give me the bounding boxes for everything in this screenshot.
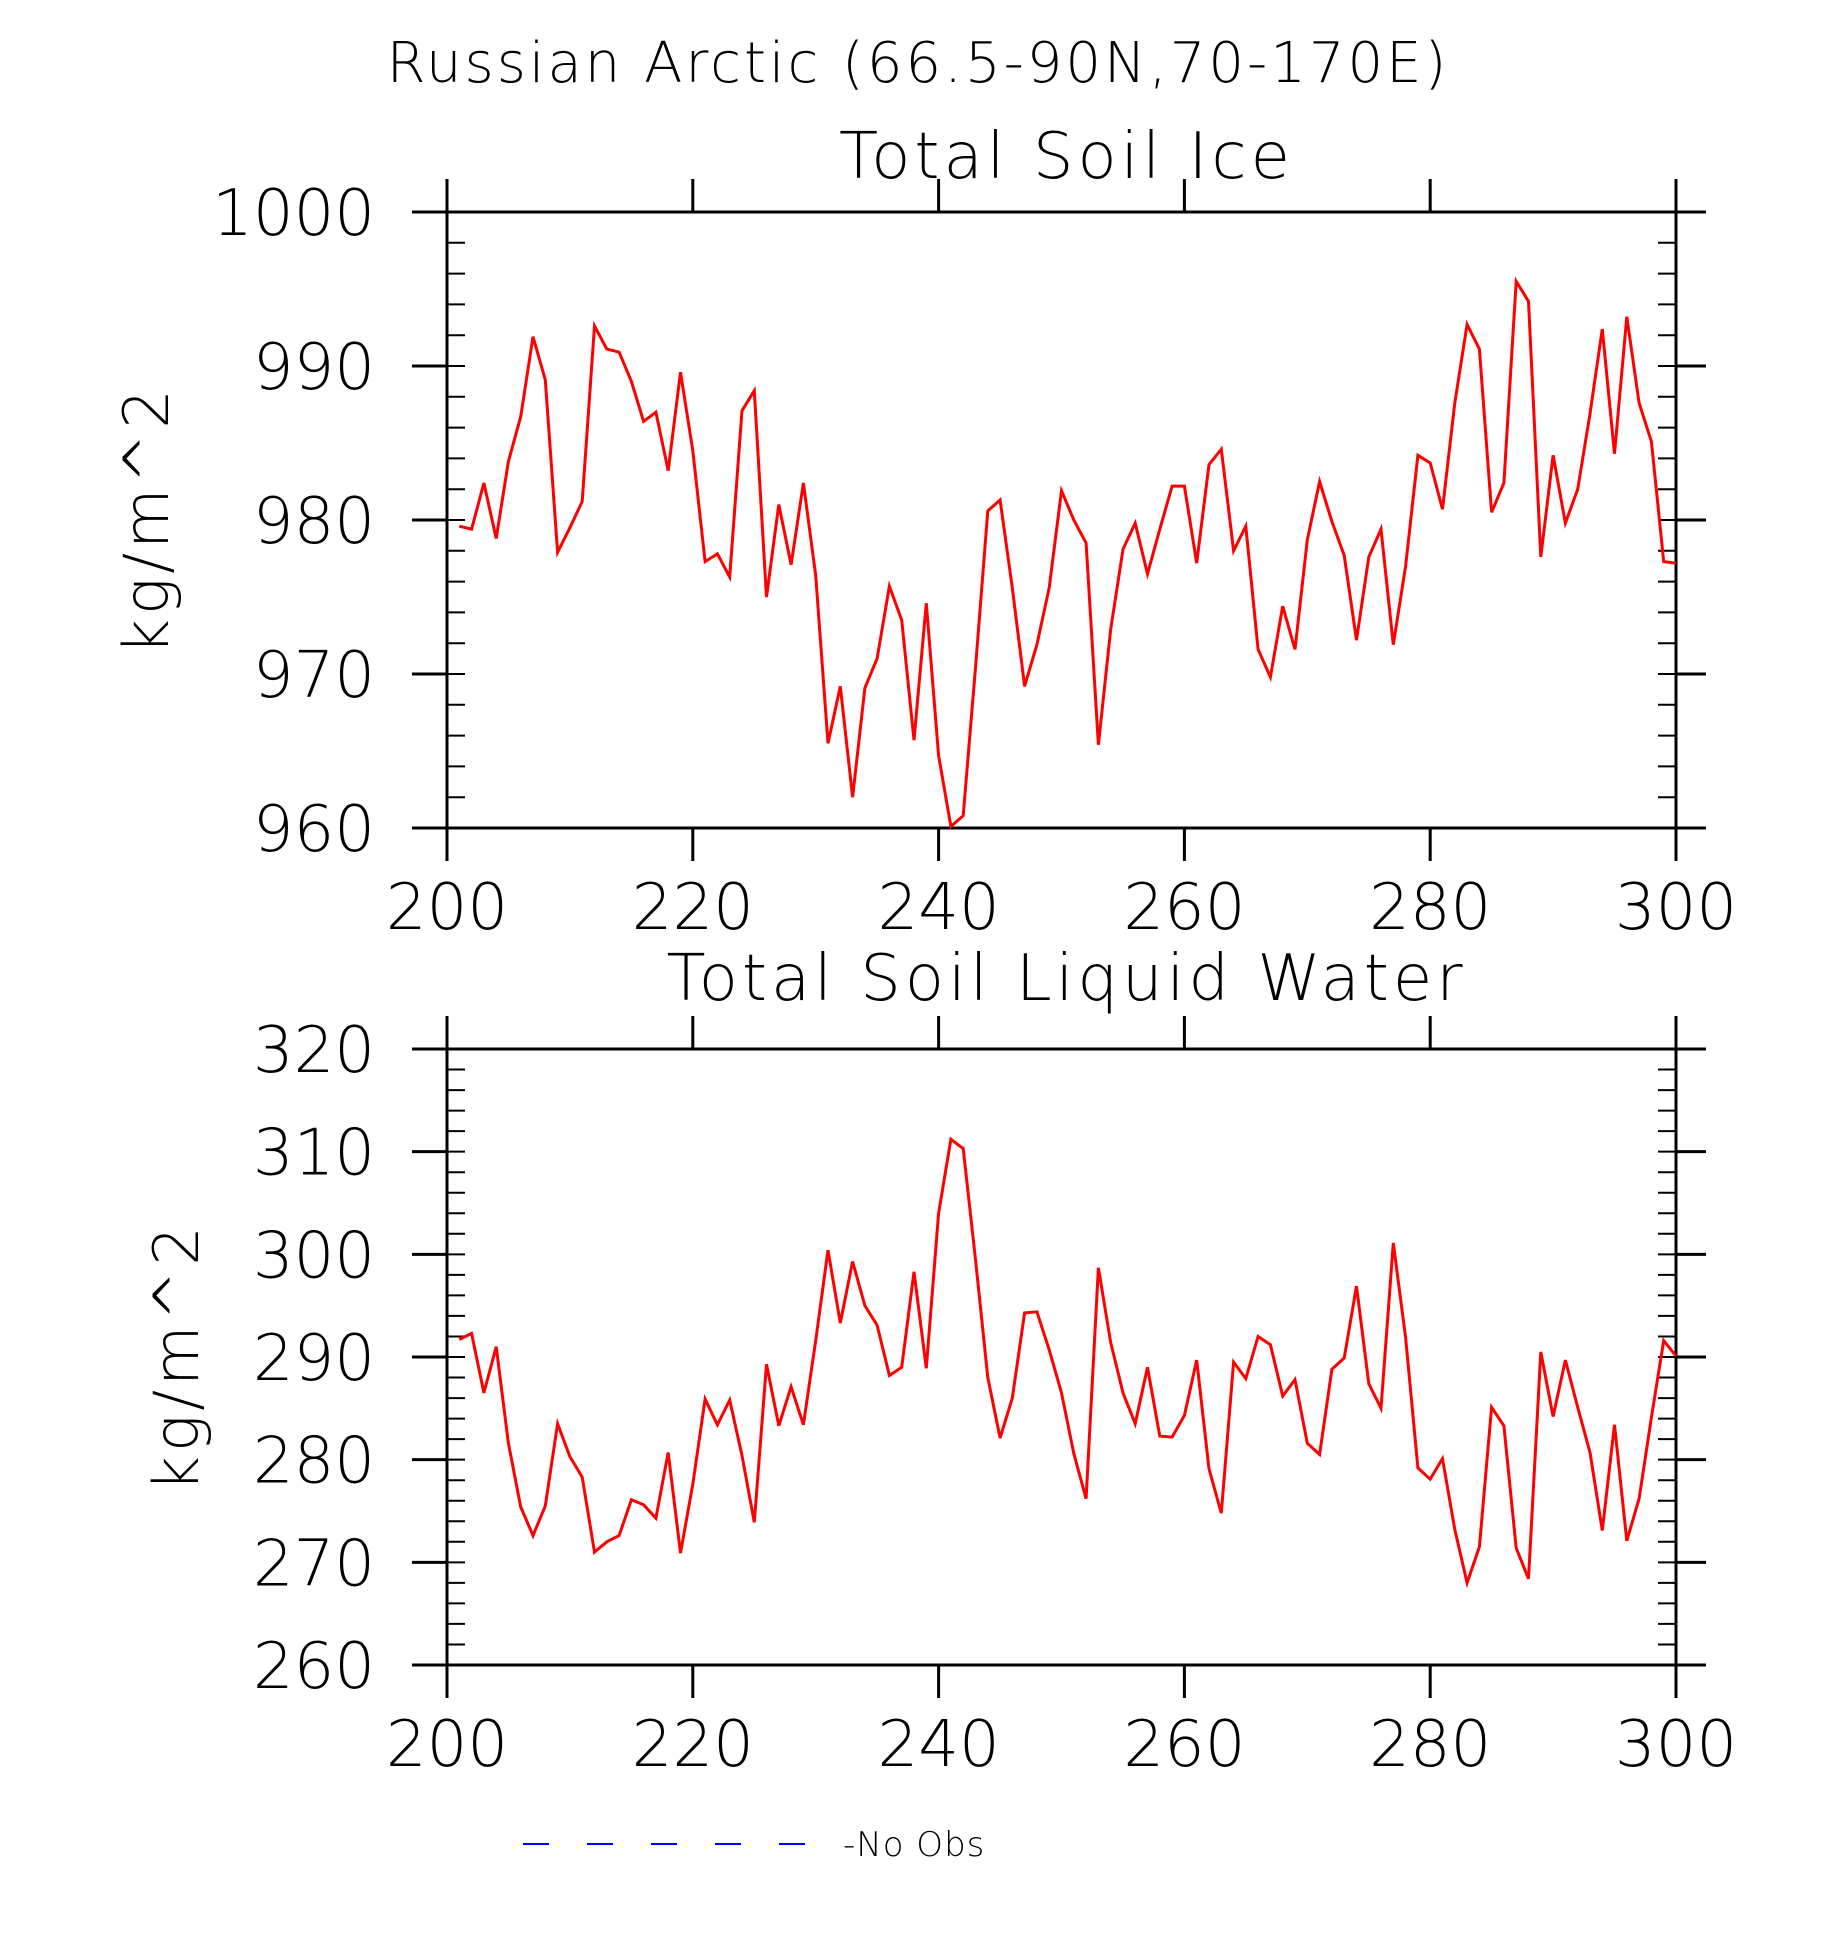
- plot-frame: [445, 210, 1678, 830]
- x-tick-label: 260: [1123, 871, 1245, 945]
- panel-title: Total Soil Ice: [839, 120, 1294, 194]
- y-tick-label: 320: [253, 1014, 375, 1088]
- y-tick-label: 960: [253, 793, 375, 867]
- x-tick-label: 240: [878, 1708, 1000, 1782]
- x-tick-label: 300: [1615, 871, 1737, 945]
- y-tick-label: 1000: [212, 177, 375, 251]
- y-axis-label: kg/m^2: [110, 385, 183, 655]
- x-tick-label: 260: [1123, 1708, 1245, 1782]
- y-tick-label: 990: [253, 331, 375, 405]
- y-tick-label: 980: [253, 485, 375, 559]
- x-tick-label: 220: [632, 1708, 754, 1782]
- y-axis-label: kg/m^2: [140, 1222, 213, 1492]
- y-tick-label: 970: [253, 639, 375, 713]
- panel-1: 960 970 980 990 1000 200 220 240 260 280 300 Total …: [110, 120, 1737, 945]
- y-tick-label: 270: [253, 1527, 375, 1601]
- legend-label: -No Obs: [843, 1825, 985, 1865]
- series-line: [458, 1136, 1678, 1589]
- x-tick-label: 200: [386, 871, 508, 945]
- y-tick-label: 260: [253, 1630, 375, 1704]
- chart-panels: 960 970 980 990 1000 200 220 240 260 280 300 Total …: [110, 120, 1737, 1782]
- plot-frame: [445, 1047, 1678, 1667]
- y-tick-label: 290: [253, 1322, 375, 1396]
- x-tick-label: 300: [1615, 1708, 1737, 1782]
- legend: -No Obsf09.B-PI.tn15.cmip6.j01.re: [523, 1825, 1312, 1951]
- series-line: [458, 276, 1677, 830]
- y-tick-label: 280: [253, 1425, 375, 1499]
- x-tick-label: 240: [878, 871, 1000, 945]
- y-tick-label: 310: [253, 1117, 375, 1191]
- x-tick-label: 280: [1369, 1708, 1491, 1782]
- x-tick-label: 220: [632, 871, 754, 945]
- main-title: Russian Arctic (66.5-90N,70-170E): [387, 31, 1450, 96]
- x-tick-label: 200: [386, 1708, 508, 1782]
- panel-2: 260 270 280 290 300 310 320 200 220 240 260 280 300 T…: [140, 942, 1737, 1782]
- panel-title: Total Soil Liquid Water: [666, 942, 1466, 1016]
- x-tick-label: 280: [1369, 871, 1491, 945]
- y-tick-label: 300: [253, 1219, 375, 1293]
